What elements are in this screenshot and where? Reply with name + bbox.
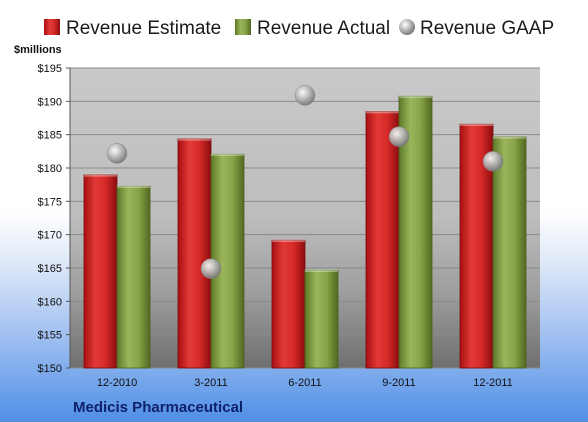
legend-item-revenue-estimate: Revenue Estimate [44,18,221,39]
bar-top-highlight-actual [117,185,150,188]
legend-item-revenue-gaap: Revenue GAAP [399,18,554,39]
marker-revenue-gaap [200,258,222,279]
y-tick-label: $175 [38,196,62,208]
bar-revenue-actual [116,185,151,369]
x-tick-label: 12-2010 [97,377,137,389]
legend-label-revenue-estimate: Revenue Estimate [66,18,221,39]
legend-swatch-revenue-actual [235,19,251,35]
bar-top-highlight-estimate [272,239,305,242]
y-tick-label: $185 [38,130,62,142]
bar-revenue-estimate [271,239,306,369]
y-tick-label: $160 [38,296,62,308]
bar-top-highlight-estimate [460,123,493,126]
legend: Revenue Estimate Revenue Actual Revenue … [44,18,554,39]
y-tick-label: $180 [38,163,62,175]
y-tick-label: $165 [38,263,62,275]
y-tick-label: $190 [38,96,62,108]
bar-top-highlight-actual [493,135,526,139]
x-tick-label: 12-2011 [473,377,513,389]
x-tick-label: 3-2011 [194,377,227,389]
bar-revenue-actual [492,136,527,369]
legend-label-revenue-actual: Revenue Actual [257,18,390,39]
bar-revenue-actual [304,269,339,369]
legend-item-revenue-actual: Revenue Actual [235,18,390,39]
bar-top-highlight-estimate [366,110,399,114]
bar-revenue-estimate [177,138,212,369]
company-name: Medicis Pharmaceutical [73,399,243,416]
bar-revenue-estimate [83,174,118,369]
bar-top-highlight-actual [399,95,432,98]
bar-top-highlight-estimate [178,137,211,141]
legend-label-revenue-gaap: Revenue GAAP [420,18,554,39]
marker-revenue-gaap [482,151,504,172]
marker-revenue-gaap [106,143,128,164]
marker-revenue-gaap [388,126,410,147]
bar-top-highlight-actual [211,153,244,156]
x-axis-ticks: 12-2010 3-2011 6-2011 9-2011 12-2011 [97,377,513,389]
x-tick-label: 9-2011 [382,377,415,389]
y-tick-label: $150 [38,363,62,375]
bars [83,95,527,369]
y-axis-ticks: $150 $155 $160 $165 $170 $175 $180 $185 $190 $195 [38,63,62,375]
legend-swatch-revenue-estimate [44,19,60,35]
bar-top-highlight-estimate [84,173,117,177]
bar-top-highlight-actual [305,269,338,272]
marker-revenue-gaap [294,85,316,106]
gaap-markers [106,85,504,279]
x-tick-label: 6-2011 [288,377,321,389]
y-tick-label: $170 [38,230,62,242]
y-tick-label: $155 [38,330,62,342]
y-tick-label: $195 [38,63,62,75]
bar-revenue-estimate [365,110,400,369]
legend-swatch-revenue-gaap [399,19,415,35]
y-axis-title: $millions [14,44,62,56]
